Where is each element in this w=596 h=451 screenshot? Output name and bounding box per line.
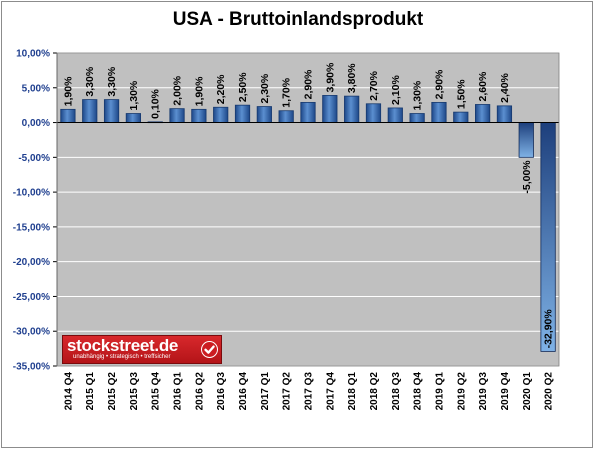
x-tick-label: 2014 Q4 [63, 372, 74, 411]
x-tick-label: 2018 Q1 [347, 372, 358, 411]
x-tick-label: 2016 Q4 [238, 372, 249, 411]
checkmark-icon [201, 341, 218, 358]
y-tick-label: -20,00% [13, 257, 50, 268]
x-tick-label: 2015 Q4 [151, 372, 162, 411]
x-tick-label: 2016 Q1 [173, 372, 184, 411]
bar [125, 113, 141, 123]
x-tick-label: 2017 Q2 [282, 372, 293, 411]
bar [60, 108, 76, 123]
data-label: 2,40% [499, 72, 511, 102]
data-label: 2,30% [259, 73, 271, 103]
data-label: 3,90% [324, 62, 336, 92]
bar [475, 104, 491, 123]
bar [103, 99, 120, 123]
data-label: 1,90% [193, 76, 205, 106]
bar [431, 101, 447, 123]
data-label: 2,90% [303, 69, 315, 99]
data-label: 1,50% [455, 79, 467, 109]
x-tick-label: 2019 Q1 [434, 372, 445, 411]
y-tick-label: 0,00% [22, 118, 50, 129]
bar [409, 113, 425, 123]
bar [169, 108, 185, 123]
data-label: 2,20% [215, 74, 227, 104]
y-tick-label: -30,00% [13, 327, 50, 338]
data-label: 2,10% [390, 75, 402, 105]
x-tick-label: 2016 Q2 [194, 372, 205, 411]
data-label: 2,60% [477, 71, 489, 101]
data-label: 2,90% [433, 69, 445, 99]
data-label: 3,80% [346, 63, 358, 93]
y-tick-label: -35,00% [13, 362, 50, 373]
bar [496, 105, 513, 123]
bar [82, 99, 98, 123]
x-tick-label: 2017 Q4 [325, 372, 336, 411]
bar [387, 107, 403, 123]
bar [453, 111, 469, 123]
data-label: 3,30% [84, 66, 96, 96]
bar [191, 108, 207, 123]
logo-wordmark: stockstreet.de [67, 336, 179, 355]
x-tick-label: 2018 Q4 [413, 372, 424, 411]
x-tick-label: 2016 Q3 [216, 372, 227, 411]
bar [256, 106, 272, 123]
bar [278, 110, 294, 123]
bar [234, 104, 251, 123]
y-tick-label: 10,00% [16, 49, 50, 60]
x-tick-label: 2020 Q1 [522, 372, 533, 411]
x-tick-label: 2017 Q3 [304, 372, 315, 411]
bar [213, 106, 229, 123]
chart-title: USA - Bruttoinlandsprodukt [172, 9, 424, 30]
data-label: 1,70% [281, 77, 293, 107]
bar [365, 103, 382, 123]
y-tick-label: -15,00% [13, 222, 50, 233]
x-tick-label: 2019 Q4 [500, 372, 511, 411]
data-label: 2,70% [368, 70, 380, 100]
bar [300, 101, 316, 123]
data-label: -32,90% [543, 309, 555, 349]
x-tick-label: 2018 Q3 [391, 372, 402, 411]
x-tick-label: 2019 Q2 [456, 372, 467, 411]
data-label: 2,50% [237, 72, 249, 102]
bar [518, 122, 534, 158]
bar [322, 95, 338, 123]
y-tick-label: -5,00% [18, 153, 50, 164]
x-tick-label: 2019 Q3 [478, 372, 489, 411]
plot-border [56, 52, 560, 367]
data-label: 3,30% [106, 66, 118, 96]
x-tick-label: 2015 Q1 [85, 372, 96, 411]
y-tick-label: -10,00% [13, 188, 50, 199]
y-tick-label: -25,00% [13, 292, 50, 303]
x-tick-label: 2015 Q3 [129, 372, 140, 411]
data-label: 1,30% [128, 80, 140, 110]
x-tick-label: 2017 Q1 [260, 372, 271, 411]
stockstreet-logo: stockstreet.de unabhängig • strategisch … [62, 335, 222, 364]
data-label: 2,00% [172, 75, 184, 105]
bar [344, 95, 360, 123]
x-tick-label: 2018 Q2 [369, 372, 380, 411]
y-tick-label: 5,00% [22, 83, 50, 94]
data-label: 0,10% [150, 88, 162, 118]
data-label: 1,30% [412, 80, 424, 110]
logo-tagline: unabhängig • strategisch • treffsicher [73, 354, 171, 360]
data-label: 1,90% [62, 76, 74, 106]
x-tick-label: 2015 Q2 [107, 372, 118, 411]
x-tick-label: 2020 Q2 [544, 372, 555, 411]
data-label: -5,00% [521, 160, 533, 194]
